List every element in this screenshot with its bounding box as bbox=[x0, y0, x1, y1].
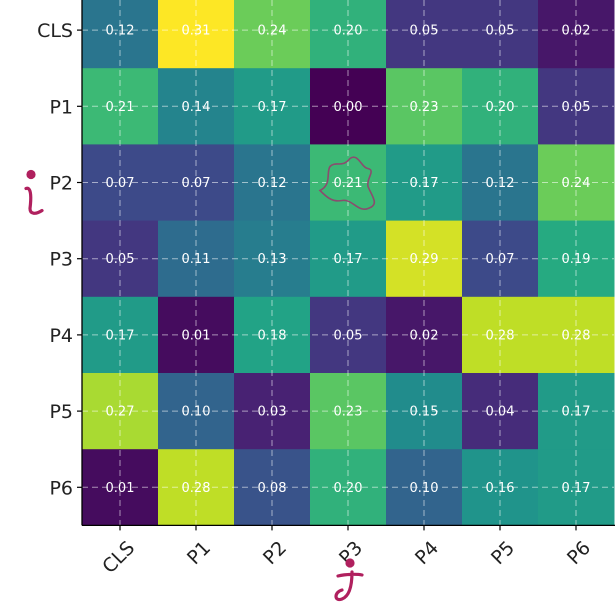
y-tick-label: P4 bbox=[49, 325, 73, 347]
cell-value-label: 0.17 bbox=[410, 176, 439, 191]
grid-lines bbox=[82, 0, 614, 526]
cell-value-label: 0.04 bbox=[486, 405, 515, 420]
x-tick-label: CLS bbox=[98, 537, 139, 578]
x-tick-label: P5 bbox=[487, 537, 519, 569]
x-tick-label: P4 bbox=[411, 537, 443, 569]
y-tick-label: P5 bbox=[49, 401, 73, 423]
cell-value-label: 0.05 bbox=[486, 24, 515, 39]
cell-value-label: 0.00 bbox=[334, 100, 363, 115]
x-tick-label: P6 bbox=[563, 537, 595, 569]
cell-value-label: 0.02 bbox=[562, 24, 591, 39]
handwritten-j-dot bbox=[345, 558, 355, 568]
cell-value-labels: 0.12 0.31 0.24 0.20 0.05 0.05 0.02 0.21 0.14 0.17… bbox=[106, 24, 591, 496]
cell-value-label: 0.21 bbox=[106, 100, 135, 115]
highlighted-cell-outline bbox=[318, 156, 376, 211]
cell-value-label: 0.23 bbox=[410, 100, 439, 115]
cell-value-label: 0.16 bbox=[486, 481, 515, 496]
cell-value-label: 0.12 bbox=[486, 176, 515, 191]
cell-value-label: 0.31 bbox=[182, 24, 211, 39]
handwritten-j-stroke bbox=[334, 570, 364, 602]
cell-value-label: 0.01 bbox=[182, 328, 211, 343]
cell-value-label: 0.17 bbox=[334, 252, 363, 267]
cell-value-label: 0.07 bbox=[182, 176, 211, 191]
cell-value-label: 0.05 bbox=[410, 24, 439, 39]
cell-value-label: 0.07 bbox=[486, 252, 515, 267]
cell-value-label: 0.24 bbox=[258, 24, 287, 39]
cell-value-label: 0.28 bbox=[182, 481, 211, 496]
cell-value-label: 0.05 bbox=[106, 252, 135, 267]
cell-value-label: 0.03 bbox=[258, 405, 287, 420]
y-tick-label: CLS bbox=[37, 20, 73, 42]
cell-value-label: 0.15 bbox=[410, 405, 439, 420]
cell-value-label: 0.13 bbox=[258, 252, 287, 267]
cell-value-label: 0.02 bbox=[410, 328, 439, 343]
handwritten-annotations bbox=[24, 156, 376, 602]
cell-value-label: 0.23 bbox=[334, 405, 363, 420]
cell-value-label: 0.29 bbox=[410, 252, 439, 267]
cell-value-label: 0.08 bbox=[258, 481, 287, 496]
cell-value-label: 0.14 bbox=[182, 100, 211, 115]
cell-value-label: 0.10 bbox=[410, 481, 439, 496]
cell-value-label: 0.10 bbox=[182, 405, 211, 420]
x-tick-label: P1 bbox=[183, 537, 215, 569]
y-tick-label: P3 bbox=[49, 249, 73, 271]
cell-value-label: 0.12 bbox=[258, 176, 287, 191]
cell-value-label: 0.28 bbox=[486, 328, 515, 343]
cell-value-label: 0.17 bbox=[258, 100, 287, 115]
handwritten-i-stroke bbox=[24, 186, 44, 215]
handwritten-i-dot bbox=[26, 169, 36, 180]
cell-value-label: 0.28 bbox=[562, 328, 591, 343]
cell-value-label: 0.05 bbox=[562, 100, 591, 115]
cell-value-label: 0.01 bbox=[106, 481, 135, 496]
cell-value-label: 0.24 bbox=[562, 176, 591, 191]
cell-value-label: 0.05 bbox=[334, 328, 363, 343]
cell-value-label: 0.19 bbox=[562, 252, 591, 267]
cell-value-label: 0.17 bbox=[106, 328, 135, 343]
cell-value-label: 0.12 bbox=[106, 24, 135, 39]
y-tick-label: P2 bbox=[49, 173, 73, 195]
x-tick-label: P2 bbox=[259, 537, 291, 569]
y-tick-label: P6 bbox=[49, 477, 73, 499]
cell-value-label: 0.20 bbox=[334, 481, 363, 496]
cell-value-label: 0.27 bbox=[106, 405, 135, 420]
cell-value-label: 0.18 bbox=[258, 328, 287, 343]
cell-value-label: 0.07 bbox=[106, 176, 135, 191]
cell-value-label: 0.20 bbox=[334, 24, 363, 39]
cell-value-label: 0.17 bbox=[562, 481, 591, 496]
cell-value-label: 0.21 bbox=[334, 176, 363, 191]
cell-value-label: 0.17 bbox=[562, 405, 591, 420]
y-tick-label: P1 bbox=[49, 96, 73, 118]
cell-value-label: 0.11 bbox=[182, 252, 211, 267]
cell-value-label: 0.20 bbox=[486, 100, 515, 115]
